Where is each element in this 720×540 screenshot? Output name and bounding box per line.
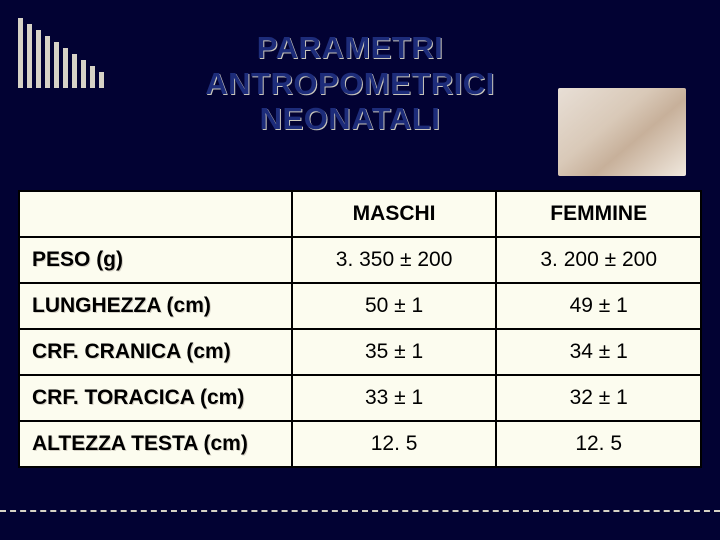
header-empty	[19, 191, 292, 237]
cell-femmine: 3. 200 ± 200	[496, 237, 701, 283]
table-row: PESO (g)3. 350 ± 2003. 200 ± 200	[19, 237, 701, 283]
table-row: CRF. TORACICA (cm)33 ± 132 ± 1	[19, 375, 701, 421]
cell-maschi: 33 ± 1	[292, 375, 497, 421]
row-label: CRF. CRANICA (cm)	[19, 329, 292, 375]
cell-femmine: 12. 5	[496, 421, 701, 467]
table-row: LUNGHEZZA (cm)50 ± 149 ± 1	[19, 283, 701, 329]
table-body: PESO (g)3. 350 ± 2003. 200 ± 200LUNGHEZZ…	[19, 237, 701, 467]
table-row: ALTEZZA TESTA (cm)12. 512. 5	[19, 421, 701, 467]
baby-photo-placeholder	[558, 88, 686, 176]
table-row: CRF. CRANICA (cm)35 ± 134 ± 1	[19, 329, 701, 375]
decorative-bars	[18, 18, 104, 88]
row-label: PESO (g)	[19, 237, 292, 283]
cell-femmine: 32 ± 1	[496, 375, 701, 421]
cell-maschi: 3. 350 ± 200	[292, 237, 497, 283]
cell-maschi: 12. 5	[292, 421, 497, 467]
slide-title: PARAMETRI ANTROPOMETRICI NEONATALI	[120, 30, 580, 137]
header-femmine: FEMMINE	[496, 191, 701, 237]
header-maschi: MASCHI	[292, 191, 497, 237]
cell-femmine: 34 ± 1	[496, 329, 701, 375]
footer-dashes	[0, 510, 720, 512]
row-label: CRF. TORACICA (cm)	[19, 375, 292, 421]
cell-maschi: 50 ± 1	[292, 283, 497, 329]
row-label: ALTEZZA TESTA (cm)	[19, 421, 292, 467]
table-container: MASCHI FEMMINE PESO (g)3. 350 ± 2003. 20…	[18, 190, 702, 468]
anthropometric-table: MASCHI FEMMINE PESO (g)3. 350 ± 2003. 20…	[18, 190, 702, 468]
cell-femmine: 49 ± 1	[496, 283, 701, 329]
row-label: LUNGHEZZA (cm)	[19, 283, 292, 329]
cell-maschi: 35 ± 1	[292, 329, 497, 375]
